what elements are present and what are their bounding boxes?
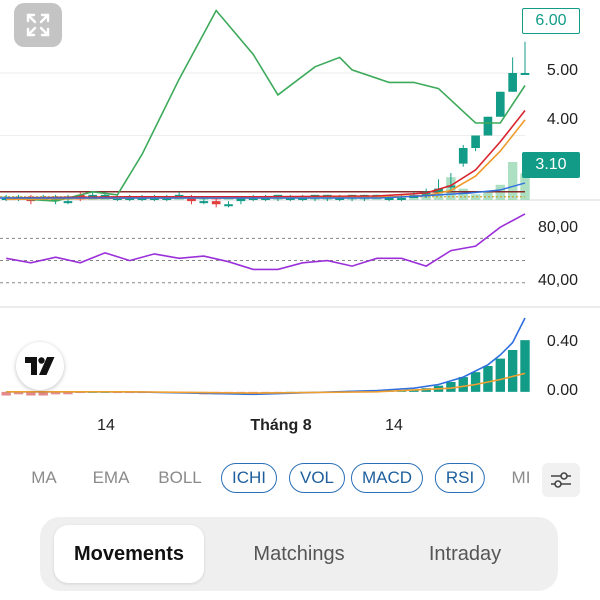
candle-body bbox=[1, 198, 11, 200]
bottom-indicator-line bbox=[0, 182, 526, 199]
macd-histogram-bar bbox=[446, 382, 456, 392]
candle-body bbox=[162, 198, 172, 200]
macd-histogram-bar bbox=[63, 391, 73, 395]
indicator-bar: MA EMA BOLL ICHI VOL MACD RSI MI bbox=[0, 458, 600, 498]
expand-icon bbox=[26, 13, 50, 37]
candle-body bbox=[199, 201, 209, 204]
candle-body bbox=[458, 148, 468, 164]
macd-axis-label: 0.40 bbox=[546, 333, 578, 350]
indicator-macd[interactable]: MACD bbox=[350, 463, 424, 493]
indicator-ma[interactable]: MA bbox=[31, 468, 57, 487]
view-tabs: Movements Matchings Intraday bbox=[40, 517, 558, 591]
price-series-line bbox=[6, 9, 526, 202]
x-axis-label: 14 bbox=[385, 417, 403, 434]
candle-body bbox=[384, 198, 394, 200]
fullscreen-button[interactable] bbox=[14, 3, 62, 47]
volume-bar bbox=[458, 188, 468, 200]
candle-body bbox=[483, 116, 493, 136]
macd-histogram-bar bbox=[507, 350, 518, 392]
volume-bar bbox=[520, 173, 530, 200]
rsi-axis-label: 40,00 bbox=[537, 272, 578, 289]
candle-body bbox=[88, 194, 97, 197]
macd-histogram-bar bbox=[26, 391, 36, 396]
x-axis-label: 14 bbox=[97, 417, 115, 434]
macd-histogram-bar bbox=[470, 372, 481, 392]
indicator-vol[interactable]: VOL bbox=[288, 463, 346, 493]
chart-area[interactable] bbox=[0, 0, 600, 440]
candle-body bbox=[187, 198, 196, 202]
volume-bar bbox=[507, 162, 518, 200]
indicator-rsi[interactable]: RSI bbox=[434, 463, 486, 493]
candle-body bbox=[397, 198, 406, 200]
macd-histogram-bar bbox=[458, 377, 468, 392]
current-price-tag: 3.10 bbox=[522, 152, 580, 178]
macd-histogram-bar bbox=[50, 391, 61, 395]
indicator-ema[interactable]: EMA bbox=[92, 468, 130, 487]
candle-body bbox=[113, 198, 122, 200]
price-axis-label: 4.00 bbox=[546, 111, 578, 128]
candle-body bbox=[261, 198, 270, 200]
candle-body bbox=[446, 185, 456, 188]
x-axis-label: Tháng 8 bbox=[250, 417, 312, 434]
indicator-ichi[interactable]: ICHI bbox=[221, 463, 277, 493]
macd-histogram-bar bbox=[13, 391, 24, 395]
candle-body bbox=[236, 198, 246, 202]
candle-body bbox=[298, 198, 307, 200]
macd-histogram-bar bbox=[483, 366, 493, 392]
volume-bar bbox=[409, 196, 419, 200]
candle-body bbox=[63, 201, 73, 204]
tradingview-logo[interactable] bbox=[16, 342, 64, 390]
rsi-line bbox=[6, 213, 526, 271]
indicator-settings-button[interactable] bbox=[542, 463, 580, 497]
indicator-mi[interactable]: MI bbox=[511, 468, 531, 487]
price-high-tag: 6.00 bbox=[522, 8, 580, 34]
candle-body bbox=[125, 198, 135, 200]
candle-body bbox=[471, 135, 480, 148]
price-axis-label: 5.00 bbox=[546, 62, 578, 79]
candle-body bbox=[137, 198, 147, 200]
volume-bar bbox=[470, 194, 481, 200]
tab-intraday[interactable]: Intraday bbox=[428, 542, 502, 565]
candle-body bbox=[434, 188, 443, 192]
candle-body bbox=[211, 201, 221, 205]
tradingview-icon bbox=[25, 357, 55, 375]
candle-body bbox=[150, 198, 159, 200]
candle-body bbox=[285, 198, 295, 200]
volume-bar bbox=[483, 192, 493, 200]
macd-histogram-bar bbox=[38, 391, 48, 396]
candle-body bbox=[335, 198, 345, 200]
indicator-boll[interactable]: BOLL bbox=[158, 468, 202, 487]
tab-movements[interactable]: Movements bbox=[54, 525, 204, 583]
candle-body bbox=[508, 73, 517, 92]
macd-histogram-bar bbox=[495, 358, 505, 392]
macd-axis-label: 0.00 bbox=[546, 382, 578, 399]
tab-matchings[interactable]: Matchings bbox=[253, 542, 345, 565]
candle-body bbox=[75, 194, 85, 198]
macd-histogram-bar bbox=[520, 340, 530, 392]
candle-body bbox=[520, 73, 530, 75]
candle-body bbox=[495, 91, 505, 117]
rsi-axis-label: 80,00 bbox=[537, 219, 578, 236]
macd-line bbox=[6, 372, 526, 394]
price-series-line bbox=[6, 110, 526, 199]
sliders-icon bbox=[551, 472, 571, 488]
candle-body bbox=[224, 204, 233, 207]
candle-body bbox=[248, 198, 258, 200]
macd-histogram-bar bbox=[1, 391, 11, 396]
